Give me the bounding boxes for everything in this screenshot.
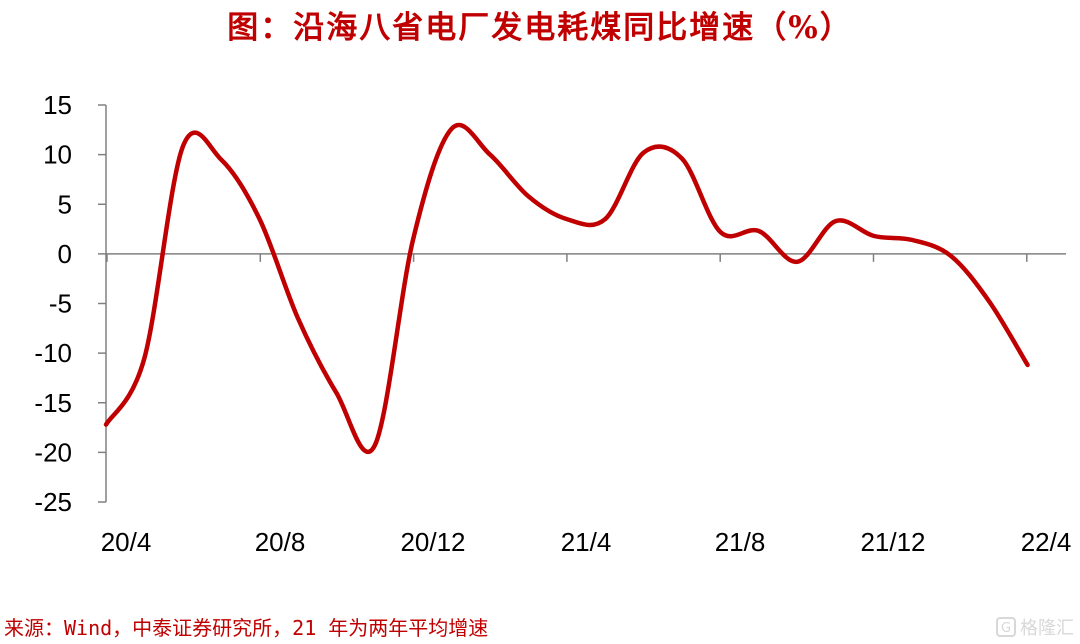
x-tick-label: 22/4 [1021,527,1072,557]
y-tick-label: 5 [58,189,72,219]
x-tick-label: 21/4 [561,527,612,557]
x-tick-label: 21/12 [860,527,925,557]
y-axis: -25 -20 -15 -10 -5 0 5 10 15 [34,90,107,517]
watermark-logo-icon: G [996,617,1016,637]
x-tick-label: 20/12 [400,527,465,557]
y-tick-label: 10 [43,140,72,170]
series-line [103,122,1030,455]
chart-title: 图：沿海八省电厂发电耗煤同比增速（%） [227,10,853,46]
watermark: G 格隆汇 [996,614,1074,640]
y-tick-label: -5 [49,289,72,319]
y-tick-label: -15 [34,388,72,418]
x-axis: 20/4 20/8 20/12 21/4 21/8 21/12 22/4 [101,253,1072,557]
y-tick-label: -20 [34,437,72,467]
y-tick-label: -10 [34,338,72,368]
x-tick-label: 20/4 [101,527,152,557]
y-tick-label: -25 [34,487,72,517]
y-tick-label: 0 [58,239,72,269]
y-tick-label: 15 [43,90,72,120]
watermark-text: 格隆汇 [1020,618,1074,639]
x-tick-label: 20/8 [255,527,306,557]
x-tick-label: 21/8 [715,527,766,557]
source-note: 来源：Wind，中泰证券研究所，21 年为两年平均增速 [4,616,489,640]
series-layer [103,122,1030,455]
